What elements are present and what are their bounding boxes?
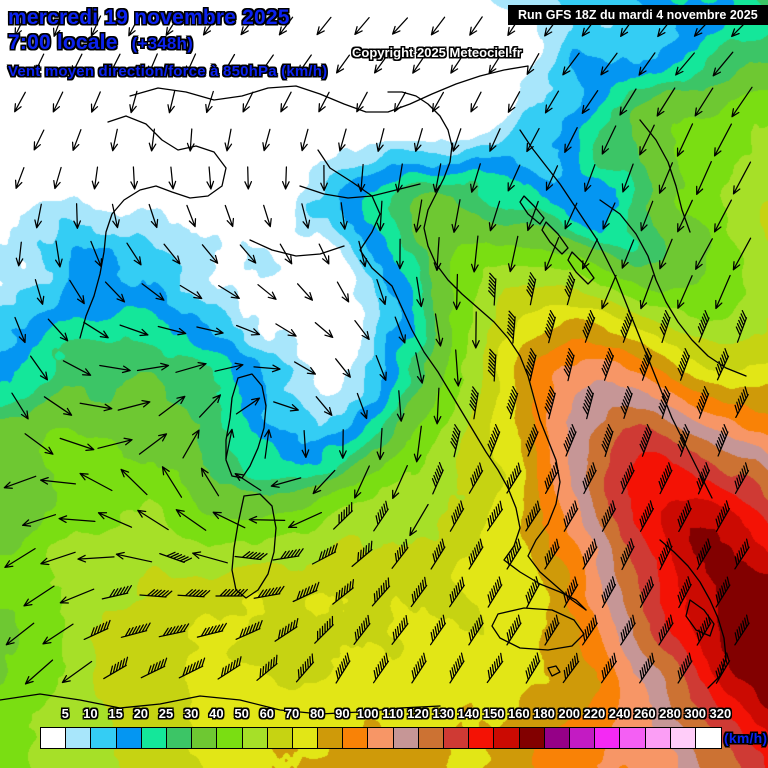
- model-run-label: Run GFS 18Z du mardi 4 novembre 2025: [508, 5, 768, 25]
- legend-tick: 160: [507, 706, 530, 721]
- legend-swatch: [192, 728, 218, 748]
- legend-swatch: [91, 728, 117, 748]
- legend-swatch: [242, 728, 268, 748]
- legend-swatch: [318, 728, 344, 748]
- legend-tick: 220: [583, 706, 606, 721]
- legend-swatch: [670, 728, 696, 748]
- legend-swatch: [544, 728, 570, 748]
- legend-tick: 10: [83, 706, 98, 721]
- legend-tick: 25: [158, 706, 174, 721]
- legend-swatch: [469, 728, 495, 748]
- legend-tick: 40: [209, 706, 224, 721]
- legend-tick: 110: [382, 706, 404, 721]
- legend-swatch: [569, 728, 596, 748]
- legend-swatch: [620, 728, 646, 748]
- legend-color-bar[interactable]: [40, 727, 723, 749]
- legend-unit-label: (km/h): [724, 730, 768, 746]
- legend-swatch: [393, 728, 419, 748]
- legend-tick-labels: 5 10 15 20 25 30 40 50 60 70 80 90 100 110 120 130 140 15…: [0, 706, 768, 726]
- legend-swatch: [695, 728, 722, 748]
- legend-swatch: [217, 728, 243, 748]
- legend-tick: 320: [709, 706, 732, 721]
- legend-tick: 280: [659, 706, 681, 721]
- legend-swatch: [116, 728, 142, 748]
- forecast-date: mercredi 19 novembre 2025: [8, 6, 290, 29]
- legend-swatch: [166, 728, 193, 748]
- legend-swatch: [645, 728, 671, 748]
- legend-swatch: [444, 728, 470, 748]
- legend-swatch: [343, 728, 369, 748]
- legend-tick: 5: [61, 706, 69, 721]
- legend-swatch: [418, 728, 444, 748]
- forecast-time-row: 7:00 locale (+348h): [8, 31, 327, 56]
- map-header: mercredi 19 novembre 2025 7:00 locale (+3…: [8, 6, 327, 81]
- legend-tick: 20: [133, 706, 149, 721]
- legend-swatch: [66, 728, 92, 748]
- legend-tick: 50: [234, 706, 249, 721]
- legend-tick: 30: [183, 706, 199, 721]
- legend-swatch: [494, 728, 520, 748]
- legend-tick: 100: [356, 706, 379, 721]
- legend-tick: 180: [533, 706, 555, 721]
- legend-tick: 200: [558, 706, 581, 721]
- legend-tick: 90: [335, 706, 350, 721]
- legend-swatch: [519, 728, 545, 748]
- legend-tick: 80: [309, 706, 325, 721]
- legend-tick: 15: [108, 706, 123, 721]
- legend-tick: 300: [684, 706, 707, 721]
- legend-swatch: [41, 728, 67, 748]
- legend-swatch: [368, 728, 394, 748]
- legend-tick: 60: [259, 706, 275, 721]
- forecast-local-time: 7:00 locale: [8, 31, 118, 54]
- forecast-offset: (+348h): [131, 34, 194, 53]
- legend-tick: 150: [482, 706, 505, 721]
- legend-tick: 260: [633, 706, 656, 721]
- legend-tick: 140: [457, 706, 480, 721]
- legend-tick: 120: [407, 706, 429, 721]
- legend-swatch: [595, 728, 621, 748]
- legend-swatch: [141, 728, 167, 748]
- copyright-notice: Copyright 2025 Meteociel.fr: [352, 45, 522, 60]
- legend-tick: 130: [432, 706, 455, 721]
- legend-swatch: [292, 728, 319, 748]
- legend-swatch: [267, 728, 293, 748]
- color-scale-legend: 5 10 15 20 25 30 40 50 60 70 80 90 100 110 120 130 140 15…: [0, 706, 768, 768]
- legend-tick: 70: [284, 706, 300, 721]
- legend-tick: 240: [608, 706, 631, 721]
- parameter-label: Vent moyen direction/force à 850hPa (km/…: [8, 63, 328, 80]
